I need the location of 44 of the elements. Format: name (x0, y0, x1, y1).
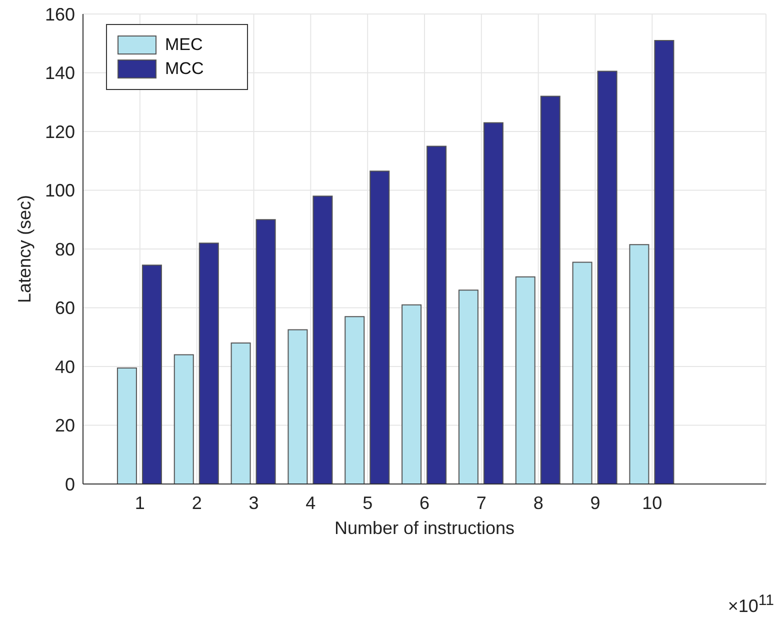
bar (142, 264, 162, 484)
y-tick-label: 0 (64, 474, 75, 494)
x-tick-label: 4 (306, 492, 316, 513)
y-tick-label: 60 (54, 298, 75, 318)
y-tick-label: 100 (44, 180, 75, 201)
bar (515, 276, 536, 484)
bar (402, 304, 422, 484)
x-tick-label: 6 (419, 492, 430, 513)
bar (572, 262, 592, 484)
text: ×10$^{11}$ (728, 592, 774, 617)
bar (370, 170, 390, 484)
bar (540, 96, 560, 484)
bar (288, 329, 308, 484)
bar (230, 342, 251, 484)
x-tick-label: 10 (642, 492, 662, 513)
y-tick-label: 80 (54, 239, 75, 260)
x-tick-label: 9 (590, 492, 600, 513)
bar (426, 146, 447, 484)
x-tick-label: 7 (476, 492, 486, 513)
legend-label: MCC (165, 59, 204, 79)
bar (629, 244, 650, 484)
x-axis-title: Number of instructions (334, 518, 515, 538)
y-axis-title: Latency (sec) (14, 194, 34, 304)
x-tick-label: 5 (362, 492, 373, 513)
bar (116, 367, 137, 484)
bar (198, 242, 219, 484)
x-tick-label: 1 (134, 492, 145, 513)
bar (654, 40, 674, 484)
y-tick-label: 160 (44, 4, 75, 24)
bar (597, 70, 618, 484)
bar (344, 316, 365, 484)
y-tick-label: 140 (44, 63, 75, 84)
legend-label: MEC (165, 35, 203, 55)
bar (174, 354, 194, 484)
bar (458, 290, 478, 484)
y-tick-label: 20 (54, 416, 75, 436)
bar (483, 122, 504, 484)
bar (256, 219, 276, 484)
x-tick-label: 8 (533, 492, 544, 513)
y-tick-label: 40 (54, 356, 75, 377)
x-tick-label: 2 (192, 492, 202, 513)
y-tick-label: 120 (44, 122, 75, 142)
x-tick-label: 3 (248, 492, 259, 513)
bar (312, 196, 333, 484)
